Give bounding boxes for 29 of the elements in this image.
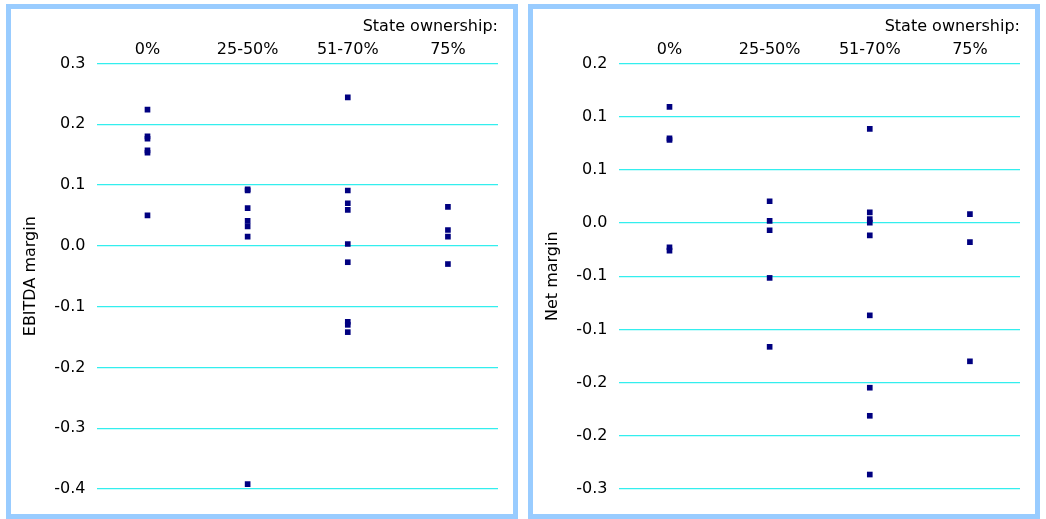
- y-tick-label: 0.3: [59, 52, 86, 72]
- x-tick-label: 51-70%: [838, 38, 901, 58]
- y-tick-label: -0.3: [576, 478, 608, 498]
- y-tick-label: 0.2: [581, 52, 608, 72]
- x-tick-label: 0%: [134, 38, 161, 58]
- y-tick-label: -0.1: [576, 265, 608, 285]
- y-tick-label: 0.0: [59, 234, 86, 254]
- y-tick-label: 0.1: [581, 105, 608, 125]
- y-tick-label: 0.1: [59, 174, 86, 194]
- x-tick-label: 75%: [430, 38, 466, 58]
- y-tick-label: -0.2: [576, 424, 608, 444]
- y-tick-label: -0.1: [576, 318, 608, 338]
- x-tick-label: 0%: [656, 38, 683, 58]
- y-axis-title: Net margin: [541, 231, 561, 321]
- y-axis-title: EBITDA margin: [19, 216, 39, 337]
- x-axis-title: State ownership:: [884, 15, 1020, 35]
- y-tick-label: 0.2: [59, 113, 86, 133]
- x-tick-label: 75%: [952, 38, 988, 58]
- y-tick-label: -0.1: [54, 295, 86, 315]
- y-tick-label: -0.2: [576, 371, 608, 391]
- y-tick-label: -0.2: [54, 356, 86, 376]
- y-tick-label: -0.3: [54, 417, 86, 437]
- x-axis-title: State ownership:: [362, 15, 498, 35]
- y-tick-label: 0.0: [581, 212, 608, 232]
- x-tick-label: 25-50%: [738, 38, 801, 58]
- x-tick-label: 25-50%: [216, 38, 279, 58]
- y-tick-label: -0.4: [54, 478, 86, 498]
- y-tick-label: 0.1: [581, 158, 608, 178]
- x-tick-label: 51-70%: [316, 38, 379, 58]
